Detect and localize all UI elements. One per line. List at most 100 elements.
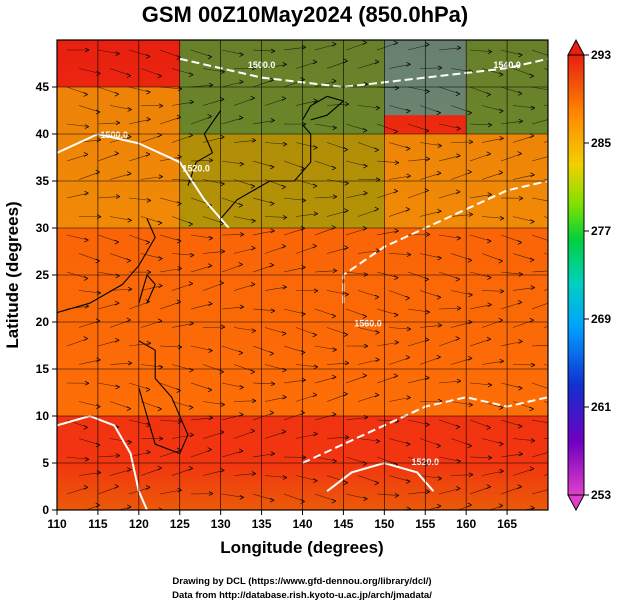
streamline-arrowhead (312, 332, 317, 338)
streamline-arrowhead (561, 283, 565, 287)
streamline-arrowhead (375, 105, 381, 111)
streamline (97, 302, 120, 310)
streamline-arrowhead (499, 72, 504, 77)
streamline (295, 433, 318, 439)
streamline (407, 377, 430, 384)
streamline-arrowhead (405, 355, 411, 360)
streamline-arrowhead (332, 194, 338, 199)
streamline-arrowhead (239, 385, 244, 390)
x-tick-label: 115 (88, 517, 108, 531)
streamline-arrowhead (518, 451, 523, 457)
streamline-arrowhead (549, 116, 553, 120)
streamline-arrowhead (312, 243, 317, 249)
streamline (500, 271, 523, 275)
streamline-arrowhead (406, 108, 411, 114)
streamline-arrowhead (158, 283, 163, 289)
streamline (78, 68, 101, 74)
streamline (295, 100, 318, 106)
streamline (438, 380, 461, 384)
streamline (357, 327, 380, 333)
streamline (221, 160, 244, 165)
streamline-arrowhead (394, 312, 399, 318)
streamline (78, 359, 101, 365)
streamline-arrowhead (499, 441, 504, 447)
streamline-arrowhead (115, 453, 121, 458)
streamline-arrowhead (238, 262, 243, 267)
streamline (469, 382, 492, 386)
streamline (283, 197, 306, 201)
streamline (512, 438, 535, 442)
streamline-arrowhead (239, 232, 245, 237)
streamline (469, 456, 492, 459)
streamline (221, 234, 244, 236)
streamline-arrowhead (126, 317, 131, 323)
streamline-arrowhead (376, 510, 380, 514)
streamline-arrowhead (282, 394, 287, 400)
streamline-arrowhead (158, 256, 163, 261)
streamline-arrowhead (96, 137, 101, 143)
streamline (407, 419, 430, 425)
streamline (407, 234, 431, 236)
y-tick-label: 15 (36, 362, 50, 376)
y-axis: 0 5 10 15 20 25 30 35 40 45 (36, 80, 57, 517)
streamline-arrowhead (467, 443, 472, 449)
streamline-arrowhead (269, 497, 275, 503)
streamline-arrowhead (394, 275, 399, 280)
temperature-region (57, 87, 180, 228)
streamline (171, 323, 194, 328)
x-tick-label: 110 (47, 517, 67, 531)
streamline-arrowhead (486, 238, 492, 244)
streamline-arrowhead (344, 181, 349, 186)
streamline-arrowhead (146, 89, 151, 95)
streamline-arrowhead (344, 208, 349, 213)
streamline (531, 452, 548, 458)
streamline-arrowhead (362, 40, 367, 45)
streamline-arrowhead (562, 435, 566, 439)
streamline-arrowhead (126, 73, 131, 78)
streamline-arrowhead (406, 441, 411, 447)
streamline (97, 49, 120, 54)
x-tick-label: 140 (292, 517, 312, 531)
streamline-arrowhead (343, 147, 348, 152)
streamline (450, 290, 473, 296)
streamline (202, 401, 225, 405)
streamline (233, 327, 256, 332)
streamline (388, 397, 411, 402)
streamline (531, 270, 548, 273)
colorbar-tick-label: 261 (591, 400, 611, 414)
streamline-arrowhead (207, 387, 213, 393)
streamline-arrowhead (127, 107, 132, 112)
streamline (512, 105, 535, 109)
streamline (345, 271, 368, 275)
streamline-arrowhead (437, 476, 442, 481)
streamline-arrowhead (363, 496, 368, 502)
streamline (252, 308, 275, 312)
streamline-arrowhead (332, 347, 337, 353)
streamline-arrowhead (270, 228, 275, 234)
streamline-arrowhead (250, 281, 256, 287)
height-contour (57, 414, 148, 510)
streamline (252, 453, 275, 458)
streamline-arrowhead (393, 188, 399, 194)
streamline-arrowhead (530, 438, 536, 444)
streamline-arrowhead (436, 503, 442, 509)
streamline-arrowhead (189, 432, 194, 438)
streamline (481, 470, 504, 476)
streamline-arrowhead (518, 339, 523, 344)
streamline-arrowhead (158, 364, 164, 370)
streamline-arrowhead (486, 484, 491, 490)
streamline (314, 43, 337, 51)
streamline (376, 230, 399, 236)
streamline (264, 142, 287, 145)
streamline-arrowhead (550, 89, 554, 93)
streamline (543, 437, 548, 439)
streamline-arrowhead (250, 428, 255, 434)
streamline-arrowhead (518, 385, 523, 391)
streamline-arrowhead (301, 311, 306, 317)
streamline-arrowhead (158, 436, 164, 441)
streamline-arrowhead (282, 62, 287, 67)
streamline-arrowhead (561, 466, 565, 470)
streamline-arrowhead (115, 300, 120, 306)
streamline (283, 47, 306, 51)
x-axis-label: Longitude (degrees) (220, 538, 383, 557)
